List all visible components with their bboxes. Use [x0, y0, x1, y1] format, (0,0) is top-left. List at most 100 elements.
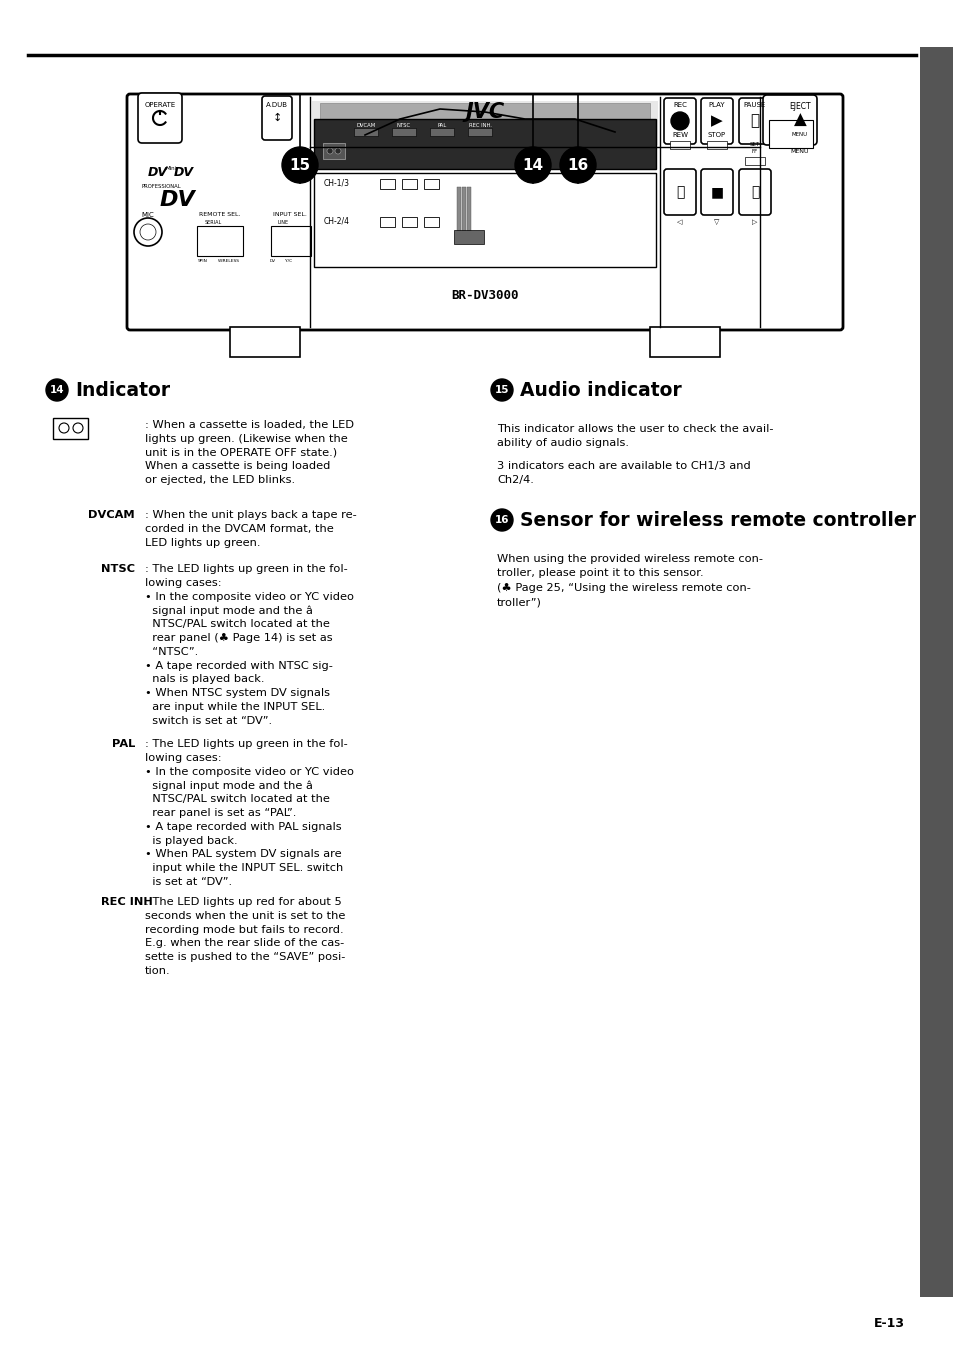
Circle shape	[670, 112, 688, 130]
Text: 16: 16	[495, 515, 509, 525]
FancyBboxPatch shape	[312, 101, 658, 145]
Text: recording mode but fails to record.: recording mode but fails to record.	[145, 925, 343, 934]
Text: MENU: MENU	[791, 131, 807, 137]
Text: lights up green. (Likewise when the: lights up green. (Likewise when the	[145, 434, 348, 443]
FancyBboxPatch shape	[467, 187, 471, 237]
Text: EJECT: EJECT	[788, 101, 810, 111]
Text: tion.: tion.	[145, 965, 171, 976]
Text: Indicator: Indicator	[75, 380, 170, 399]
Text: • In the composite video or YC video: • In the composite video or YC video	[145, 592, 354, 602]
Text: This indicator allows the user to check the avail-: This indicator allows the user to check …	[497, 425, 773, 434]
Text: Sensor for wireless remote controller: Sensor for wireless remote controller	[519, 511, 915, 530]
Text: PAUSE: PAUSE	[743, 101, 765, 108]
Text: ⏪: ⏪	[675, 185, 683, 199]
Text: is played back.: is played back.	[145, 836, 237, 845]
Text: • When PAL system DV signals are: • When PAL system DV signals are	[145, 849, 341, 860]
FancyBboxPatch shape	[706, 141, 726, 149]
Text: 14: 14	[522, 157, 543, 173]
FancyBboxPatch shape	[148, 111, 172, 119]
Text: 15: 15	[495, 385, 509, 395]
FancyBboxPatch shape	[401, 218, 416, 227]
Polygon shape	[325, 120, 439, 142]
Text: MIC: MIC	[141, 212, 154, 218]
Text: E.g. when the rear slide of the cas-: E.g. when the rear slide of the cas-	[145, 938, 344, 948]
FancyBboxPatch shape	[669, 111, 689, 119]
Text: input while the INPUT SEL. switch: input while the INPUT SEL. switch	[145, 863, 343, 873]
Text: ■: ■	[710, 185, 722, 199]
Text: lowing cases:: lowing cases:	[145, 753, 221, 763]
Circle shape	[515, 147, 551, 183]
Text: ⏩: ⏩	[750, 185, 759, 199]
Text: lowing cases:: lowing cases:	[145, 577, 221, 588]
FancyBboxPatch shape	[768, 120, 812, 147]
Text: rear panel (♣ Page 14) is set as: rear panel (♣ Page 14) is set as	[145, 633, 333, 644]
FancyBboxPatch shape	[53, 418, 89, 438]
FancyBboxPatch shape	[323, 143, 345, 160]
Text: corded in the DVCAM format, the: corded in the DVCAM format, the	[145, 523, 334, 534]
FancyBboxPatch shape	[468, 128, 492, 137]
Circle shape	[46, 379, 68, 402]
Text: signal input mode and the â: signal input mode and the â	[145, 780, 313, 791]
Text: SET: SET	[749, 142, 760, 147]
FancyBboxPatch shape	[265, 111, 289, 119]
FancyBboxPatch shape	[762, 95, 816, 145]
Text: REMOTE SEL.: REMOTE SEL.	[199, 212, 240, 218]
FancyBboxPatch shape	[423, 218, 438, 227]
Text: 3 indicators each are available to CH1/3 and: 3 indicators each are available to CH1/3…	[497, 461, 750, 470]
Text: NTSC: NTSC	[101, 564, 135, 575]
Text: : The LED lights up green in the fol-: : The LED lights up green in the fol-	[145, 564, 348, 575]
Text: ▲: ▲	[793, 111, 805, 128]
FancyBboxPatch shape	[744, 157, 764, 165]
Text: seconds when the unit is set to the: seconds when the unit is set to the	[145, 911, 345, 921]
Polygon shape	[439, 124, 479, 142]
FancyBboxPatch shape	[663, 97, 696, 145]
Text: “NTSC”.: “NTSC”.	[145, 646, 198, 657]
Text: 15: 15	[289, 157, 311, 173]
Circle shape	[73, 423, 83, 433]
Text: switch is set at “DV”.: switch is set at “DV”.	[145, 715, 272, 726]
Text: troller”): troller”)	[497, 598, 541, 607]
FancyBboxPatch shape	[423, 178, 438, 189]
Text: Audio indicator: Audio indicator	[519, 380, 681, 399]
Text: E-13: E-13	[873, 1317, 904, 1330]
FancyBboxPatch shape	[271, 226, 311, 256]
FancyBboxPatch shape	[401, 178, 416, 189]
Text: nals is played back.: nals is played back.	[145, 675, 264, 684]
FancyBboxPatch shape	[739, 169, 770, 215]
Text: Y/C: Y/C	[285, 260, 292, 264]
Text: ability of audio signals.: ability of audio signals.	[497, 438, 628, 449]
FancyBboxPatch shape	[379, 178, 395, 189]
Circle shape	[282, 147, 317, 183]
FancyBboxPatch shape	[314, 119, 656, 169]
Text: INPUT SEL.: INPUT SEL.	[273, 212, 307, 218]
Text: troller, please point it to this sensor.: troller, please point it to this sensor.	[497, 568, 703, 579]
FancyBboxPatch shape	[354, 128, 377, 137]
FancyBboxPatch shape	[262, 96, 292, 141]
FancyBboxPatch shape	[138, 93, 182, 143]
Circle shape	[335, 147, 340, 154]
Text: rear panel is set as “PAL”.: rear panel is set as “PAL”.	[145, 808, 296, 818]
Text: (♣ Page 25, “Using the wireless remote con-: (♣ Page 25, “Using the wireless remote c…	[497, 583, 750, 594]
Text: STOP: STOP	[707, 132, 725, 138]
Text: PROFESSIONAL: PROFESSIONAL	[142, 184, 181, 189]
FancyBboxPatch shape	[669, 141, 689, 149]
Text: are input while the INPUT SEL.: are input while the INPUT SEL.	[145, 702, 325, 713]
Text: sette is pushed to the “SAVE” posi-: sette is pushed to the “SAVE” posi-	[145, 952, 345, 963]
Text: DVCAM: DVCAM	[356, 123, 375, 128]
FancyBboxPatch shape	[739, 97, 770, 145]
Text: PLAY: PLAY	[708, 101, 724, 108]
Text: : The LED lights up green in the fol-: : The LED lights up green in the fol-	[145, 740, 348, 749]
Text: JVC: JVC	[465, 101, 504, 122]
Text: ▷: ▷	[752, 219, 757, 224]
Text: ↕: ↕	[272, 114, 281, 123]
Text: NTSC/PAL switch located at the: NTSC/PAL switch located at the	[145, 619, 330, 629]
FancyBboxPatch shape	[700, 97, 732, 145]
FancyBboxPatch shape	[196, 226, 243, 256]
Text: 16: 16	[567, 157, 588, 173]
Text: PAL: PAL	[436, 123, 446, 128]
Circle shape	[491, 379, 513, 402]
Circle shape	[559, 147, 596, 183]
Circle shape	[59, 423, 69, 433]
Text: DV: DV	[160, 191, 195, 210]
Text: FF: FF	[751, 149, 758, 154]
